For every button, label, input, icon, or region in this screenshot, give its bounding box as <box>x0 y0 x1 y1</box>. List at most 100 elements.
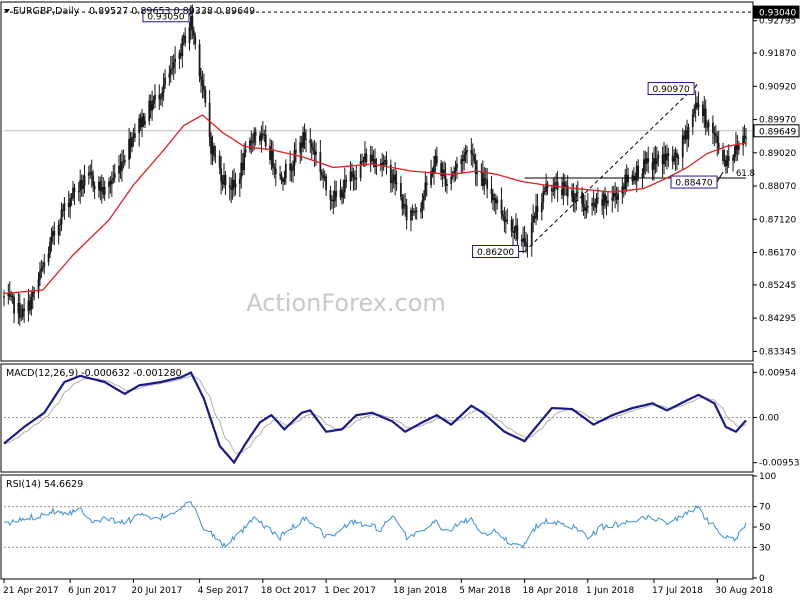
candle-body <box>384 159 386 163</box>
collapse-arrow-icon[interactable] <box>4 9 10 13</box>
candle-body <box>713 133 716 135</box>
candle-body <box>611 197 614 201</box>
candle-body <box>571 190 573 197</box>
candle-body <box>604 193 606 202</box>
candle-body <box>18 303 21 318</box>
candle-body <box>251 142 254 144</box>
candle-body <box>309 140 312 144</box>
fibonacci-label: 61.8 <box>736 169 755 179</box>
candle-body <box>697 104 700 108</box>
candle-body <box>364 153 366 162</box>
candle-body <box>330 199 333 201</box>
candle-body <box>310 143 313 148</box>
candle-body <box>617 193 619 200</box>
candle-body <box>322 174 325 179</box>
candle-body <box>622 186 625 190</box>
candle-body <box>693 108 696 114</box>
candle-body <box>614 193 617 197</box>
candle-body <box>7 293 10 297</box>
candle-body <box>643 159 645 174</box>
candle-body <box>50 236 53 243</box>
candle-body <box>425 182 428 185</box>
candle-body <box>27 300 30 312</box>
candle-body <box>141 116 143 128</box>
candle-body <box>513 231 516 233</box>
candle-body <box>274 168 277 175</box>
high-level-marker-label: 0.93040 <box>759 9 796 19</box>
candle-body <box>694 102 697 109</box>
candle-body <box>243 152 246 171</box>
candle-body <box>645 158 648 164</box>
candle-body <box>500 199 503 215</box>
candle-body <box>714 133 717 137</box>
callout-box <box>647 82 695 96</box>
candle-body <box>687 127 690 140</box>
candle-body <box>49 242 51 254</box>
candle-body <box>40 268 43 272</box>
candle-body <box>129 138 132 148</box>
candle-body <box>663 153 665 165</box>
candle-body <box>8 293 11 297</box>
candle-body <box>516 225 519 240</box>
callout-box <box>472 245 520 258</box>
candle-body <box>198 44 201 77</box>
candle-body <box>83 175 86 186</box>
macd-title: MACD(12,26,9) -0.000632 -0.001280 <box>6 368 182 379</box>
candle-body <box>405 205 408 221</box>
candle-body <box>67 202 70 208</box>
candle-body <box>103 186 106 195</box>
candle-body <box>69 198 72 208</box>
candle-body <box>333 190 336 202</box>
candle-body <box>254 131 257 136</box>
candle-body <box>506 219 509 221</box>
trend-channel-line <box>524 84 698 252</box>
candle-body <box>320 172 323 175</box>
candle-body <box>361 160 363 162</box>
candle-body <box>440 163 443 176</box>
candle-body <box>565 185 568 187</box>
candle-body <box>60 209 63 225</box>
candle-body <box>139 118 142 128</box>
candle-body <box>43 262 46 267</box>
candle-body <box>302 132 305 148</box>
price-y-axis: 0.92795 0.91870 0.90920 0.89970 0.89020 0.880… <box>753 5 800 357</box>
candle-body <box>445 183 448 186</box>
rsi-tick-label: 30 <box>759 543 771 553</box>
candle-body <box>717 142 720 151</box>
candle-body <box>113 173 116 179</box>
candle-body <box>575 193 578 198</box>
candle-body <box>399 183 402 198</box>
candle-body <box>502 214 504 217</box>
candle-body <box>707 122 710 128</box>
candle-body <box>401 197 404 209</box>
candle-body <box>190 16 192 28</box>
candle-body <box>594 203 596 208</box>
candle-body <box>138 118 141 134</box>
candle-body <box>213 145 215 156</box>
candle-body <box>57 225 60 236</box>
candle-body <box>241 162 244 171</box>
macd-tick-label: 0.00 <box>759 414 779 424</box>
candle-body <box>379 163 382 165</box>
candle-body <box>28 300 31 310</box>
callout-box <box>670 175 718 189</box>
date-tick-label: 4 Sep 2017 <box>198 586 249 596</box>
candle-body <box>562 182 565 196</box>
candle-body <box>490 188 493 194</box>
candle-body <box>712 122 714 134</box>
candle-body <box>31 291 34 297</box>
candle-body <box>463 154 466 161</box>
candle-body <box>742 135 745 146</box>
candle-body <box>319 152 322 173</box>
candle-body <box>41 266 44 269</box>
candle-body <box>47 253 50 263</box>
candle-body <box>471 153 474 156</box>
candle-body <box>264 134 267 147</box>
candle-body <box>545 183 548 193</box>
candle-body <box>341 189 343 198</box>
candle-body <box>412 212 415 214</box>
candle-body <box>282 180 284 182</box>
candle-body <box>244 149 247 153</box>
candle-body <box>389 164 392 183</box>
